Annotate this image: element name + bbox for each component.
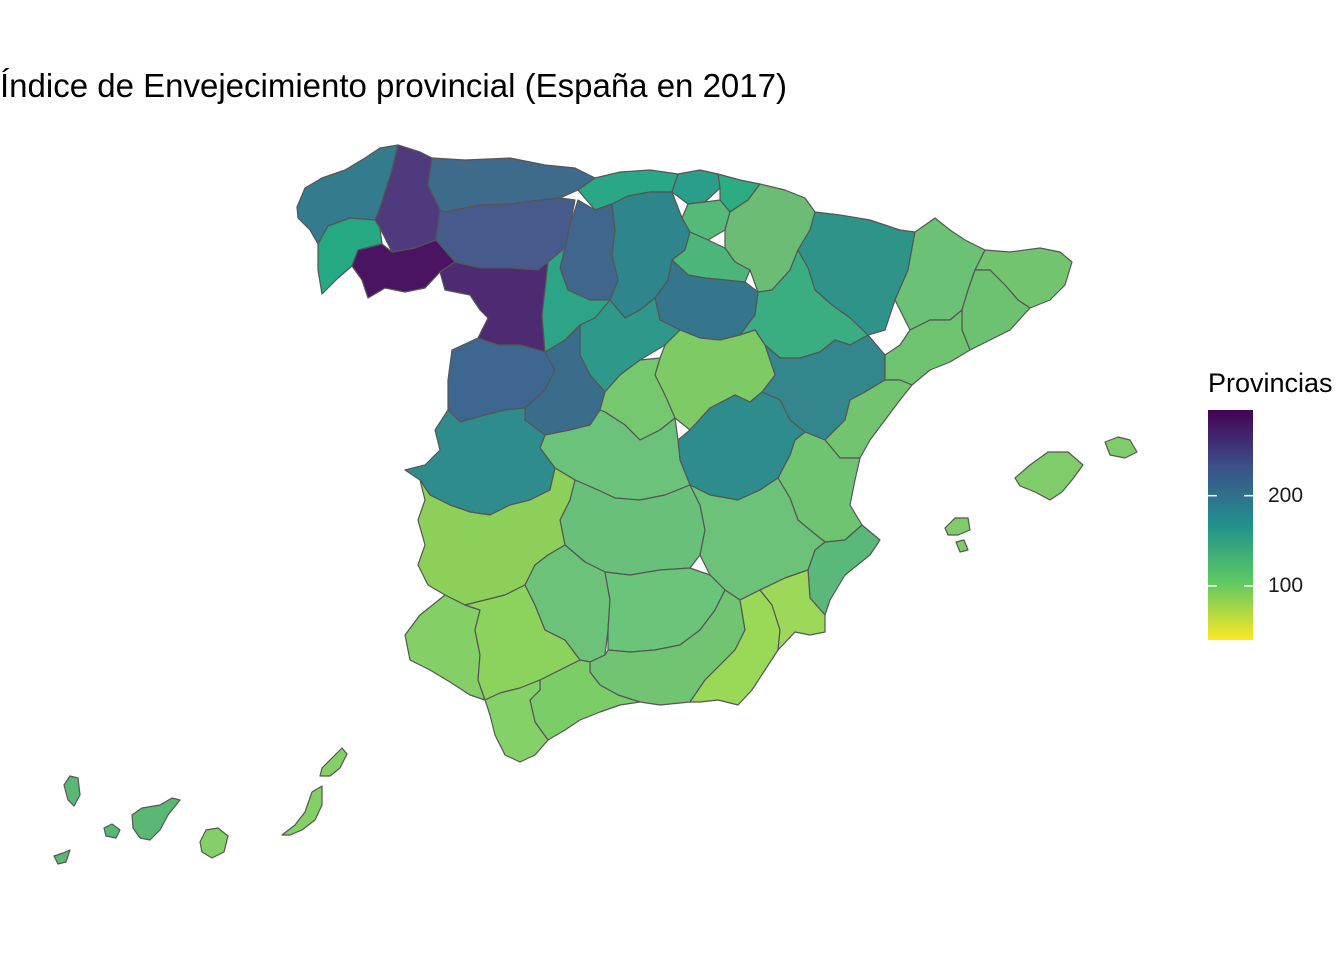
province-barcelona bbox=[961, 269, 1031, 351]
province-illes-balears-menorca bbox=[1104, 436, 1138, 459]
province-cadiz bbox=[484, 679, 549, 763]
province-las-palmas-fuerteventura bbox=[281, 785, 323, 836]
province-murcia bbox=[759, 569, 826, 651]
province-zamora bbox=[439, 261, 549, 353]
province-ourense bbox=[351, 239, 456, 299]
province-tenerife-la-palma bbox=[63, 775, 81, 807]
province-huelva bbox=[404, 594, 486, 701]
province-las-palmas-gran-canaria bbox=[199, 827, 229, 859]
province-las-palmas-lanzarote bbox=[319, 747, 348, 777]
legend-title: Provincias bbox=[1208, 368, 1333, 398]
province-tenerife bbox=[131, 797, 181, 841]
province-bizkaia bbox=[671, 169, 721, 205]
province-illes-balears-formentera bbox=[955, 539, 969, 553]
legend-tick-label-0: 200 bbox=[1268, 483, 1304, 507]
province-albacete bbox=[689, 477, 826, 601]
legend-colorbar bbox=[1208, 410, 1253, 640]
province-tenerife-la-gomera bbox=[103, 823, 121, 839]
province-tarragona bbox=[884, 309, 971, 386]
province-tenerife-el-hierro bbox=[53, 849, 71, 865]
province-illes-balears-ibiza bbox=[944, 517, 971, 536]
map-title: Índice de Envejecimiento provincial (Esp… bbox=[0, 67, 787, 104]
legend-tick-label-1: 100 bbox=[1268, 573, 1304, 597]
province-illes-balears-mallorca bbox=[1014, 451, 1084, 501]
